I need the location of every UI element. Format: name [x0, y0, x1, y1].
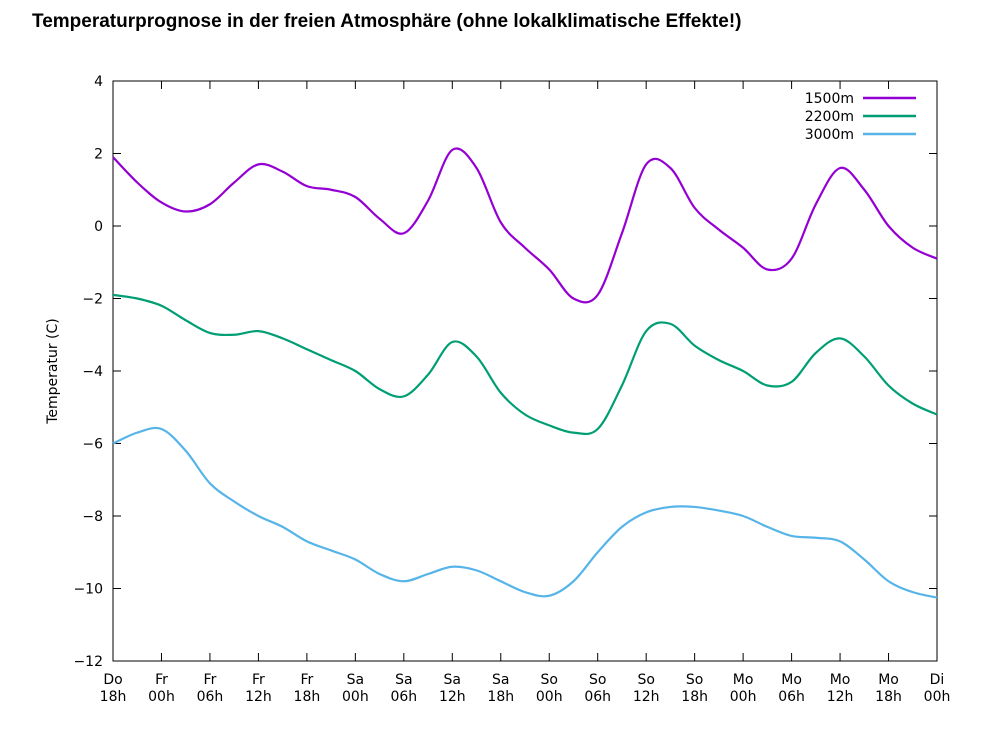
x-tick-label: Mo [878, 672, 899, 688]
x-tick-label: 00h [924, 689, 951, 705]
x-tick-label: 18h [294, 689, 321, 705]
x-tick-label: So [637, 672, 654, 688]
y-axis-label: Temperatur (C) [45, 318, 61, 425]
x-tick-label: 06h [778, 689, 805, 705]
x-tick-label: Sa [492, 672, 509, 688]
x-tick-label: So [686, 672, 703, 688]
x-tick-label: 06h [584, 689, 611, 705]
x-tick-label: Mo [781, 672, 802, 688]
x-tick-label: Fr [252, 672, 265, 688]
x-tick-label: 18h [681, 689, 708, 705]
y-tick-label: −10 [73, 582, 103, 598]
x-tick-label: Sa [395, 672, 412, 688]
x-tick-label: 12h [827, 689, 854, 705]
x-tick-label: Fr [155, 672, 168, 688]
y-tick-label: −12 [73, 654, 103, 670]
x-tick-label: Di [930, 672, 945, 688]
y-tick-label: 4 [94, 74, 103, 90]
x-tick-label: Sa [444, 672, 461, 688]
x-tick-label: 12h [439, 689, 466, 705]
x-tick-label: Fr [300, 672, 313, 688]
x-tick-label: Mo [733, 672, 754, 688]
x-tick-label: Mo [830, 672, 851, 688]
x-tick-label: 00h [342, 689, 369, 705]
series-line [112, 426, 938, 599]
x-tick-label: Fr [204, 672, 217, 688]
x-tick-label: 12h [633, 689, 660, 705]
x-tick-label: 06h [390, 689, 417, 705]
x-tick-label: 00h [730, 689, 757, 705]
y-tick-label: −4 [82, 364, 103, 380]
x-tick-label: Sa [347, 672, 364, 688]
x-tick-label: 18h [875, 689, 902, 705]
legend-label: 3000m [805, 127, 854, 143]
y-tick-label: −6 [82, 437, 103, 453]
legend-label: 2200m [805, 109, 854, 125]
x-tick-label: 06h [197, 689, 224, 705]
y-tick-label: −2 [82, 292, 103, 308]
x-tick-label: 18h [487, 689, 514, 705]
y-tick-label: 2 [94, 147, 103, 163]
x-tick-label: So [541, 672, 558, 688]
y-tick-label: −8 [82, 509, 103, 525]
series-line [112, 293, 938, 436]
legend-label: 1500m [805, 91, 854, 107]
x-tick-label: So [589, 672, 606, 688]
x-tick-label: 18h [100, 689, 127, 705]
plot-frame [112, 80, 938, 662]
x-tick-label: 00h [148, 689, 175, 705]
x-tick-label: 00h [536, 689, 563, 705]
x-tick-label: Do [103, 672, 122, 688]
y-tick-label: 0 [94, 219, 103, 235]
series-line [112, 147, 938, 304]
x-tick-label: 12h [245, 689, 272, 705]
chart-title: Temperaturprognose in der freien Atmosph… [32, 11, 742, 32]
